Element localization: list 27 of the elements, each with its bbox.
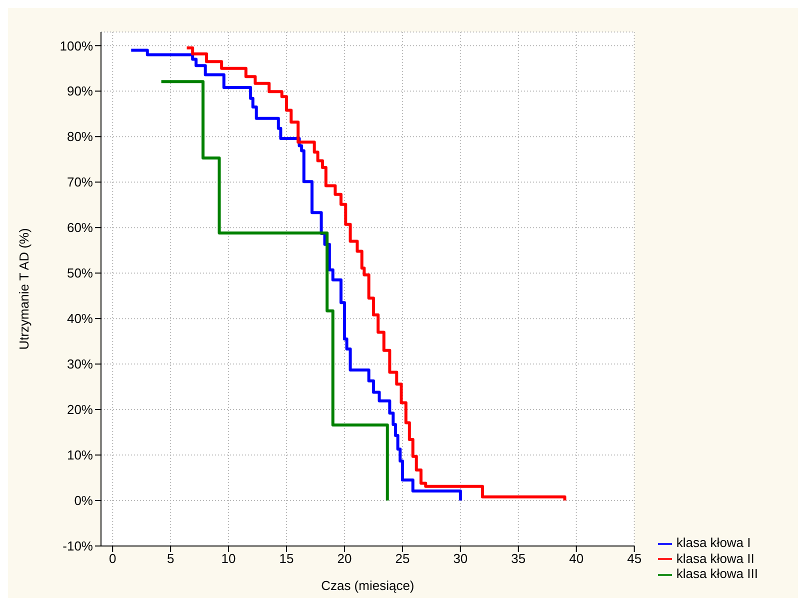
y-tick-label: 50% bbox=[66, 266, 94, 281]
x-tick-label: 45 bbox=[627, 551, 642, 566]
legend-label: klasa kłowa I bbox=[676, 535, 751, 550]
y-tick-label: 10% bbox=[66, 448, 94, 463]
y-tick-label: 30% bbox=[66, 356, 94, 372]
legend-label: klasa kłowa II bbox=[676, 550, 754, 566]
x-tick-label: 40 bbox=[569, 551, 584, 566]
y-axis-title: Utrzymanie T AD (%) bbox=[16, 228, 32, 350]
y-tick-label: 100% bbox=[60, 38, 94, 54]
y-tick-label: 70% bbox=[66, 174, 94, 190]
y-tick-label: 60% bbox=[66, 220, 94, 236]
x-tick-label: 25 bbox=[395, 551, 410, 566]
y-tick-label: 80% bbox=[66, 129, 94, 144]
x-tick-label: 20 bbox=[337, 551, 352, 566]
x-tick-label: 0 bbox=[108, 551, 116, 566]
y-tick-label: -10% bbox=[62, 538, 94, 554]
x-tick-label: 35 bbox=[511, 551, 526, 566]
x-tick-label: 5 bbox=[166, 551, 174, 566]
x-axis-title: Czas (miesiące) bbox=[321, 578, 414, 593]
y-tick-label: 0% bbox=[74, 493, 94, 508]
x-tick-label: 10 bbox=[221, 551, 236, 566]
x-tick-label: 30 bbox=[453, 551, 468, 566]
x-tick-label: 15 bbox=[279, 551, 294, 566]
y-tick-label: 90% bbox=[66, 84, 94, 99]
y-tick-label: 20% bbox=[66, 402, 94, 418]
legend-label: klasa kłowa III bbox=[676, 566, 758, 582]
y-tick-label: 40% bbox=[66, 311, 94, 326]
